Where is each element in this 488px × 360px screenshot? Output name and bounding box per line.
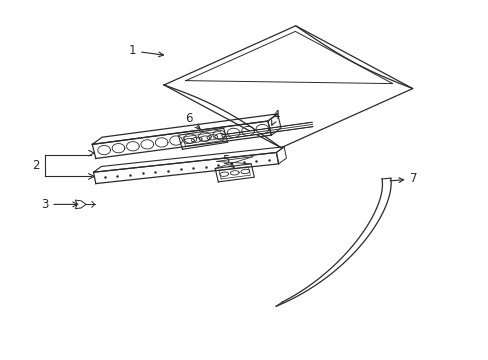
Text: 3: 3 xyxy=(41,198,78,211)
Text: 2: 2 xyxy=(32,159,40,172)
Text: 7: 7 xyxy=(389,172,417,185)
Text: 5: 5 xyxy=(222,154,234,168)
Text: 1: 1 xyxy=(128,44,163,57)
Text: 6: 6 xyxy=(184,112,200,129)
Text: 4: 4 xyxy=(271,109,279,125)
